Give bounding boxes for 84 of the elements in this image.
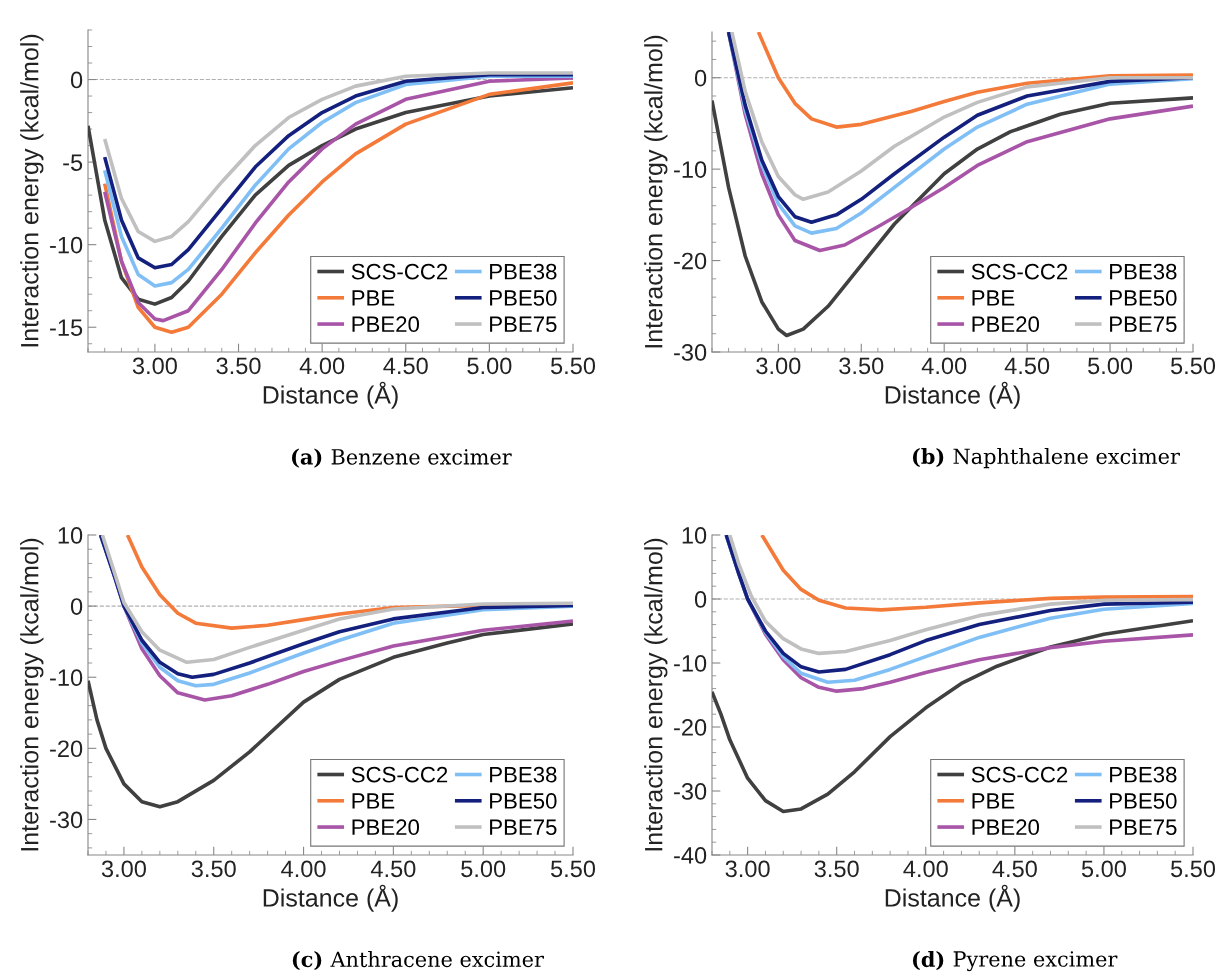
legend-label: PBE38 xyxy=(1110,766,1177,783)
legend-label: PBE20 xyxy=(352,819,420,836)
y-axis-title: Interaction energy (kcal/mol) xyxy=(20,34,44,347)
line-series xyxy=(88,622,573,809)
legend-label: PBE38 xyxy=(1110,263,1177,280)
y-tick-label: 0 xyxy=(70,71,83,89)
text: (c) Anthracene excimer xyxy=(292,951,544,971)
y-tick-label: -20 xyxy=(674,719,707,736)
y-tick-label: 10 xyxy=(682,527,707,544)
y-tick-label: -20 xyxy=(674,252,707,270)
legend-label: SCS-CC2 xyxy=(351,263,448,280)
y-axis-title: Interaction energy (kcal/mol) xyxy=(20,538,44,851)
x-tick-label: 4.50 xyxy=(992,860,1037,878)
legend-label: SCS-CC2 xyxy=(971,263,1068,280)
x-tick-label: 3.50 xyxy=(814,860,859,878)
legend-label: PBE50 xyxy=(490,290,557,306)
legend-label: PBE38 xyxy=(490,263,557,280)
x-axis-title: Distance (Å) xyxy=(885,884,1020,912)
x-tick-label: 5.50 xyxy=(550,357,596,375)
x-tick-label: 3.00 xyxy=(756,357,801,375)
legend-label: PBE xyxy=(972,290,1015,306)
legend-label: PBE xyxy=(352,290,395,306)
legend-label: PBE20 xyxy=(972,316,1040,333)
x-tick-label: 4.50 xyxy=(383,357,428,375)
y-tick-label: -5 xyxy=(63,154,83,171)
x-tick-label: 5.00 xyxy=(1088,357,1133,375)
y-tick-label: -30 xyxy=(50,811,83,829)
legend-label: PBE75 xyxy=(1110,316,1177,333)
legend-label: PBE50 xyxy=(1110,290,1177,306)
x-tick-label: 3.50 xyxy=(839,357,884,375)
x-tick-label: 4.50 xyxy=(1004,357,1050,375)
x-tick-label: 5.50 xyxy=(1170,357,1216,375)
x-tick-label: 4.00 xyxy=(921,357,967,375)
x-tick-label: 3.00 xyxy=(725,860,770,878)
legend-label: PBE75 xyxy=(1110,819,1177,836)
y-tick-label: -40 xyxy=(674,847,707,864)
text: (d) Pyrene excimer xyxy=(912,951,1118,972)
y-axis-title: Interaction energy (kcal/mol) xyxy=(644,35,668,348)
x-tick-label: 4.00 xyxy=(903,860,948,878)
y-tick-label: -10 xyxy=(50,236,83,254)
text: (a) Benzene excimer xyxy=(292,448,512,468)
legend-label: PBE50 xyxy=(490,793,557,809)
x-tick-label: 3.00 xyxy=(101,860,146,878)
x-tick-label: 5.00 xyxy=(467,357,512,375)
y-tick-label: 0 xyxy=(70,598,83,615)
y-tick-label: -10 xyxy=(674,161,707,178)
legend-label: PBE38 xyxy=(490,766,557,783)
x-axis-title: Distance (Å) xyxy=(263,884,398,912)
legend-label: PBE xyxy=(972,793,1015,809)
y-tick-label: -15 xyxy=(50,319,83,337)
y-axis-title: Interaction energy (kcal/mol) xyxy=(644,538,668,851)
y-tick-label: -10 xyxy=(50,669,83,687)
x-tick-label: 4.50 xyxy=(370,860,416,878)
x-tick-label: 5.50 xyxy=(1170,860,1216,878)
line-series xyxy=(712,96,1193,338)
line-series xyxy=(712,618,1193,814)
x-axis-title: Distance (Å) xyxy=(263,381,398,409)
x-tick-label: 3.50 xyxy=(216,357,261,375)
legend-label: PBE75 xyxy=(490,819,557,836)
y-tick-label: -20 xyxy=(50,740,83,758)
line-series xyxy=(756,32,1193,129)
text: (b) Naphthalene excimer xyxy=(912,448,1180,469)
x-axis-title: Distance (Å) xyxy=(885,381,1020,409)
y-tick-label: 0 xyxy=(694,69,707,87)
x-tick-label: 3.50 xyxy=(191,860,236,878)
legend-label: PBE20 xyxy=(352,316,420,333)
legend-label: PBE20 xyxy=(972,819,1040,836)
y-tick-label: -10 xyxy=(674,655,707,672)
legend-label: PBE xyxy=(352,793,395,809)
x-tick-label: 5.00 xyxy=(461,860,506,878)
x-tick-label: 5.50 xyxy=(550,860,596,878)
y-tick-label: 10 xyxy=(58,527,83,544)
y-tick-label: -30 xyxy=(674,344,707,361)
legend-label: SCS-CC2 xyxy=(971,766,1068,783)
x-tick-label: 5.00 xyxy=(1081,860,1126,878)
legend-label: PBE75 xyxy=(490,316,557,333)
y-tick-label: 0 xyxy=(694,591,707,608)
line-series xyxy=(760,535,1193,612)
legend-label: PBE50 xyxy=(1110,793,1177,809)
y-tick-label: -30 xyxy=(674,783,707,800)
legend-label: SCS-CC2 xyxy=(351,766,448,783)
x-tick-label: 4.00 xyxy=(281,860,326,878)
x-tick-label: 3.00 xyxy=(132,357,177,375)
x-tick-label: 4.00 xyxy=(299,357,345,375)
